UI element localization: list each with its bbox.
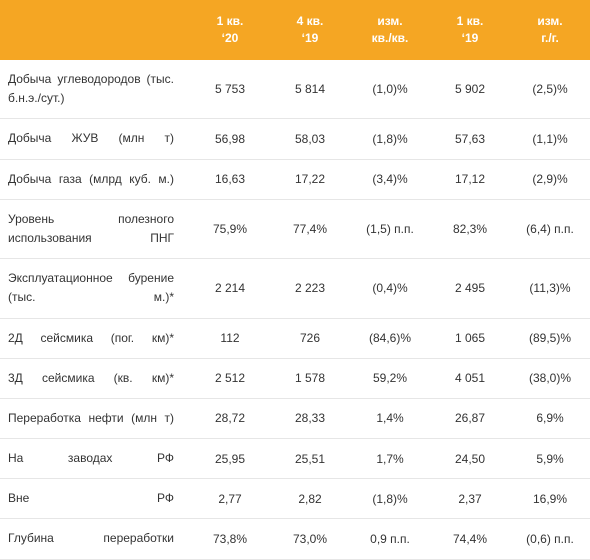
- col-head-q4-19: 4 кв. ‘19: [270, 0, 350, 60]
- row-value: 17,22: [270, 159, 350, 199]
- col-head-line1: изм.: [377, 14, 402, 28]
- row-value: (6,4) п.п.: [510, 199, 590, 258]
- row-value: 16,9%: [510, 479, 590, 519]
- table-row: Добыча углеводородов (тыс. б.н.э./сут.)5…: [0, 60, 590, 119]
- col-head-q1-20: 1 кв. ‘20: [190, 0, 270, 60]
- row-value: 5,9%: [510, 439, 590, 479]
- row-value: 28,72: [190, 398, 270, 438]
- row-value: 0,9 п.п.: [350, 519, 430, 559]
- col-head-line1: 1 кв.: [457, 14, 484, 28]
- row-label: Уровень полезного использования ПНГ: [0, 199, 190, 258]
- row-value: 25,95: [190, 439, 270, 479]
- col-head-yoy: изм. г./г.: [510, 0, 590, 60]
- table-row: На заводах РФ25,9525,511,7%24,505,9%: [0, 439, 590, 479]
- table-row: Вне РФ2,772,82(1,8)%2,3716,9%: [0, 479, 590, 519]
- row-value: 6,9%: [510, 398, 590, 438]
- row-label: 3Д сейсмика (кв. км)*: [0, 358, 190, 398]
- row-value: 16,63: [190, 159, 270, 199]
- row-value: 28,33: [270, 398, 350, 438]
- row-value: (1,0)%: [350, 60, 430, 119]
- row-value: 75,9%: [190, 199, 270, 258]
- col-head-qoq: изм. кв./кв.: [350, 0, 430, 60]
- row-value: 5 814: [270, 60, 350, 119]
- table-row: 3Д сейсмика (кв. км)*2 5121 57859,2%4 05…: [0, 358, 590, 398]
- row-value: 2,82: [270, 479, 350, 519]
- row-value: 1 578: [270, 358, 350, 398]
- row-value: 2 223: [270, 259, 350, 318]
- row-value: 2 495: [430, 259, 510, 318]
- row-value: 25,51: [270, 439, 350, 479]
- row-value: (11,3)%: [510, 259, 590, 318]
- row-value: (38,0)%: [510, 358, 590, 398]
- row-value: 56,98: [190, 119, 270, 159]
- row-value: 2,77: [190, 479, 270, 519]
- row-value: (1,8)%: [350, 119, 430, 159]
- row-value: 17,12: [430, 159, 510, 199]
- row-label: 2Д сейсмика (пог. км)*: [0, 318, 190, 358]
- row-label: Добыча газа (млрд куб. м.): [0, 159, 190, 199]
- col-head-line1: 1 кв.: [217, 14, 244, 28]
- col-head-line2: ‘19: [302, 31, 319, 45]
- row-value: (1,1)%: [510, 119, 590, 159]
- row-value: 73,8%: [190, 519, 270, 559]
- row-value: 26,87: [430, 398, 510, 438]
- table-row: Эксплуатационное бурение (тыс. м.)*2 214…: [0, 259, 590, 318]
- table-row: 2Д сейсмика (пог. км)*112726(84,6)%1 065…: [0, 318, 590, 358]
- row-value: (1,8)%: [350, 479, 430, 519]
- operating-results-table: 1 кв. ‘20 4 кв. ‘19 изм. кв./кв. 1 кв. ‘…: [0, 0, 590, 560]
- row-value: 112: [190, 318, 270, 358]
- col-head-line2: г./г.: [541, 31, 559, 45]
- col-head-q1-19: 1 кв. ‘19: [430, 0, 510, 60]
- row-value: (0,4)%: [350, 259, 430, 318]
- row-value: 1,4%: [350, 398, 430, 438]
- row-value: (3,4)%: [350, 159, 430, 199]
- row-value: (84,6)%: [350, 318, 430, 358]
- row-value: 5 753: [190, 60, 270, 119]
- row-label: Переработка нефти (млн т): [0, 398, 190, 438]
- row-value: 57,63: [430, 119, 510, 159]
- col-head-line2: ‘19: [462, 31, 479, 45]
- table-row: Добыча газа (млрд куб. м.)16,6317,22(3,4…: [0, 159, 590, 199]
- col-head-line2: ‘20: [222, 31, 239, 45]
- row-value: 2 512: [190, 358, 270, 398]
- row-value: (0,6) п.п.: [510, 519, 590, 559]
- table-header: 1 кв. ‘20 4 кв. ‘19 изм. кв./кв. 1 кв. ‘…: [0, 0, 590, 60]
- row-value: 58,03: [270, 119, 350, 159]
- col-head-line1: 4 кв.: [297, 14, 324, 28]
- row-label: Глубина переработки: [0, 519, 190, 559]
- row-value: 82,3%: [430, 199, 510, 258]
- row-value: 74,4%: [430, 519, 510, 559]
- row-value: 59,2%: [350, 358, 430, 398]
- row-value: (1,5) п.п.: [350, 199, 430, 258]
- row-value: (89,5)%: [510, 318, 590, 358]
- row-label: Добыча углеводородов (тыс. б.н.э./сут.): [0, 60, 190, 119]
- row-value: (2,5)%: [510, 60, 590, 119]
- row-value: 24,50: [430, 439, 510, 479]
- row-label: Вне РФ: [0, 479, 190, 519]
- table-row: Уровень полезного использования ПНГ75,9%…: [0, 199, 590, 258]
- row-label: Эксплуатационное бурение (тыс. м.)*: [0, 259, 190, 318]
- row-value: (2,9)%: [510, 159, 590, 199]
- row-value: 4 051: [430, 358, 510, 398]
- table-row: Глубина переработки73,8%73,0%0,9 п.п.74,…: [0, 519, 590, 559]
- col-head-line2: кв./кв.: [372, 31, 409, 45]
- row-value: 5 902: [430, 60, 510, 119]
- table-body: Добыча углеводородов (тыс. б.н.э./сут.)5…: [0, 60, 590, 559]
- col-head-label: [0, 0, 190, 60]
- row-value: 2,37: [430, 479, 510, 519]
- col-head-line1: изм.: [537, 14, 562, 28]
- table-row: Переработка нефти (млн т)28,7228,331,4%2…: [0, 398, 590, 438]
- table-row: Добыча ЖУВ (млн т)56,9858,03(1,8)%57,63(…: [0, 119, 590, 159]
- row-value: 1,7%: [350, 439, 430, 479]
- row-label: Добыча ЖУВ (млн т): [0, 119, 190, 159]
- row-value: 726: [270, 318, 350, 358]
- row-value: 77,4%: [270, 199, 350, 258]
- row-value: 73,0%: [270, 519, 350, 559]
- row-label: На заводах РФ: [0, 439, 190, 479]
- row-value: 1 065: [430, 318, 510, 358]
- row-value: 2 214: [190, 259, 270, 318]
